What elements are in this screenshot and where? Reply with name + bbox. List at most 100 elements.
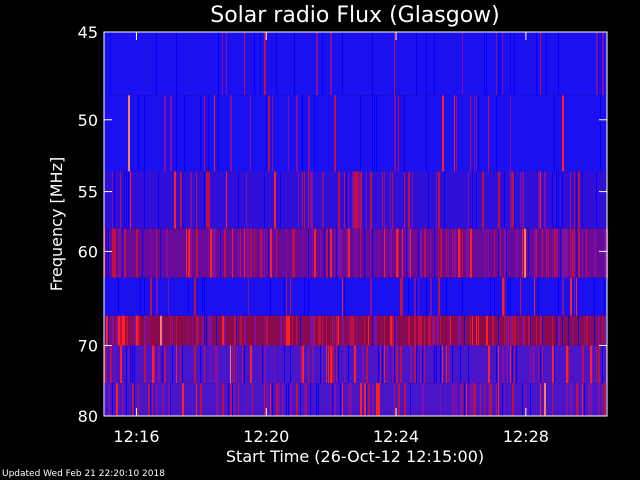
intensity-streak: [498, 32, 499, 96]
intensity-streak: [436, 171, 437, 229]
intensity-streak: [122, 315, 124, 346]
band-background: [104, 95, 607, 172]
intensity-streak: [220, 228, 221, 278]
intensity-streak: [192, 315, 193, 346]
intensity-streak: [118, 277, 119, 316]
band-background: [104, 383, 607, 416]
intensity-streak: [140, 277, 141, 316]
intensity-streak: [430, 228, 431, 278]
intensity-streak: [302, 95, 303, 172]
intensity-streak: [440, 315, 441, 346]
intensity-streak: [122, 383, 124, 416]
intensity-streak: [514, 32, 515, 96]
intensity-streak: [514, 315, 516, 346]
intensity-streak: [594, 315, 595, 346]
intensity-streak: [392, 345, 394, 384]
x-tick-label: 12:20: [243, 427, 289, 446]
intensity-streak: [516, 345, 517, 384]
intensity-streak: [204, 315, 205, 346]
intensity-streak: [504, 315, 505, 346]
intensity-streak: [252, 383, 253, 416]
intensity-streak: [144, 345, 146, 384]
intensity-streak: [596, 345, 597, 384]
frequency-band: [104, 95, 607, 172]
intensity-streak: [132, 383, 134, 416]
intensity-streak: [598, 345, 600, 384]
intensity-streak: [528, 315, 530, 346]
intensity-streak: [478, 315, 479, 346]
intensity-streak: [512, 345, 513, 384]
intensity-streak: [380, 345, 381, 384]
intensity-streak: [162, 315, 163, 346]
frequency-band: [104, 277, 607, 316]
intensity-streak: [394, 32, 395, 96]
intensity-streak: [546, 32, 547, 96]
intensity-streak: [396, 315, 397, 346]
intensity-streak: [222, 315, 224, 346]
intensity-streak: [344, 277, 345, 316]
intensity-streak: [286, 228, 287, 278]
intensity-streak: [292, 315, 293, 346]
intensity-streak: [126, 345, 127, 384]
intensity-streak: [226, 32, 227, 96]
intensity-streak: [382, 345, 383, 384]
intensity-streak: [308, 95, 310, 172]
intensity-streak: [534, 277, 535, 316]
intensity-streak: [302, 345, 304, 384]
intensity-streak: [540, 345, 541, 384]
intensity-streak: [510, 277, 511, 316]
intensity-streak: [322, 345, 323, 384]
intensity-streak: [496, 32, 497, 96]
intensity-streak: [410, 228, 411, 278]
intensity-streak: [426, 32, 427, 96]
intensity-streak: [464, 315, 465, 346]
intensity-streak: [286, 315, 288, 346]
intensity-streak: [210, 315, 212, 346]
intensity-streak: [564, 228, 566, 278]
intensity-streak: [546, 228, 547, 278]
intensity-streak: [560, 228, 561, 278]
intensity-streak: [210, 228, 212, 278]
intensity-streak: [506, 345, 508, 384]
intensity-streak: [176, 32, 177, 96]
intensity-streak: [510, 171, 512, 229]
intensity-streak: [582, 345, 584, 384]
band-background: [104, 228, 607, 278]
intensity-streak: [246, 228, 248, 278]
intensity-streak: [536, 228, 537, 278]
intensity-streak: [124, 315, 125, 346]
intensity-streak: [494, 228, 495, 278]
intensity-streak: [366, 171, 367, 229]
intensity-streak: [144, 171, 145, 229]
intensity-streak: [162, 345, 163, 384]
intensity-streak: [604, 228, 606, 278]
intensity-streak: [530, 383, 531, 416]
intensity-streak: [204, 171, 205, 229]
intensity-streak: [574, 171, 575, 229]
intensity-streak: [330, 32, 332, 96]
band-background: [104, 277, 607, 316]
intensity-streak: [596, 171, 597, 229]
intensity-streak: [566, 383, 568, 416]
intensity-streak: [540, 315, 542, 346]
intensity-streak: [524, 315, 525, 346]
intensity-streak: [356, 315, 357, 346]
intensity-streak: [570, 383, 572, 416]
band-background: [104, 32, 607, 96]
intensity-streak: [602, 383, 603, 416]
intensity-streak: [170, 315, 171, 346]
intensity-streak: [566, 228, 568, 278]
intensity-streak: [128, 345, 129, 384]
intensity-streak: [322, 315, 323, 346]
intensity-streak: [108, 228, 109, 278]
intensity-streak: [434, 228, 435, 278]
intensity-streak: [260, 228, 262, 278]
intensity-streak: [530, 345, 531, 384]
intensity-streak: [190, 228, 192, 278]
intensity-streak: [120, 345, 122, 384]
intensity-streak: [182, 171, 183, 229]
intensity-streak: [346, 228, 348, 278]
intensity-streak: [434, 345, 435, 384]
intensity-streak: [510, 345, 511, 384]
